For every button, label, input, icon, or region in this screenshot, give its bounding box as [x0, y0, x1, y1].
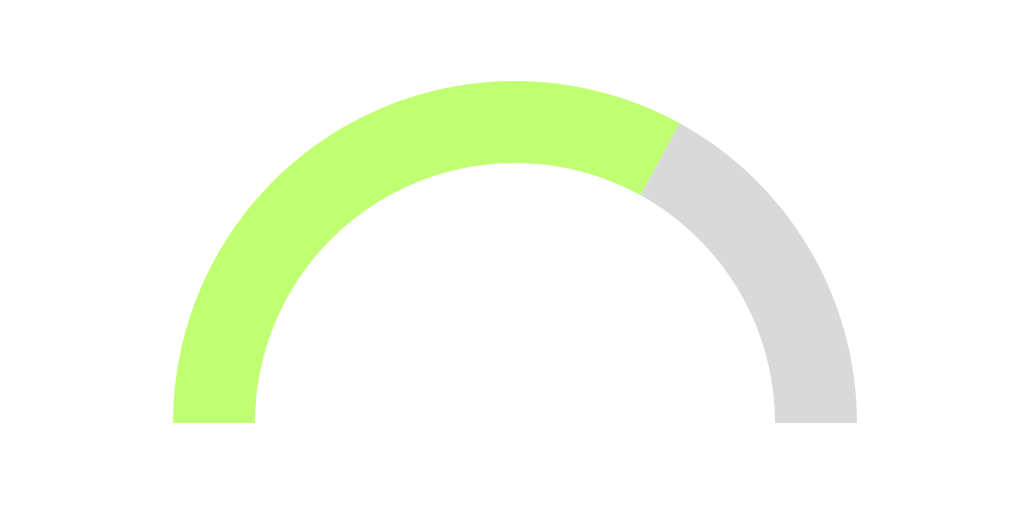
gauge-track-arc — [640, 123, 857, 424]
gauge-value-arc — [173, 81, 680, 423]
